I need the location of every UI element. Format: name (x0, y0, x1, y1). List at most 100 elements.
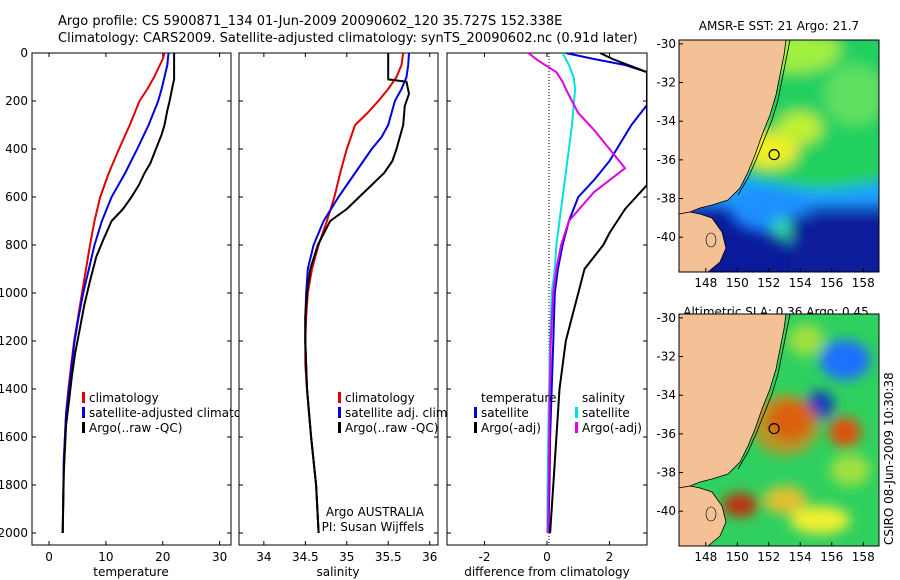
legend-swatch-satellite-adjusted (82, 407, 85, 418)
sla-map-lon-tick-label: 150 (726, 550, 749, 564)
sst-map-lat-tick-label: -38 (656, 192, 676, 206)
sst-shelf-contour (737, 40, 791, 196)
temperature-lines (61, 53, 176, 534)
legend-swatch-climatology (338, 392, 341, 403)
salinity-series-argo-raw-qc (304, 53, 410, 534)
temperature-y-tick-label: 800 (5, 238, 28, 252)
legend-swatch-salinity-satellite (575, 407, 578, 418)
difference-x-tick-label: 2 (606, 550, 614, 564)
legend-label-salinity-satellite: satellite (582, 406, 630, 420)
temperature-legend: climatology satellite-adjusted climatolo… (82, 391, 267, 435)
sla-yellow-east (830, 454, 870, 486)
temperature-y-tick-label: 1800 (0, 478, 28, 492)
sla-map-lon-tick-label: 156 (820, 550, 843, 564)
sla-map-lat-tick-label: -30 (656, 311, 676, 325)
sla-land-australia (679, 314, 787, 489)
sst-map-ticks: 148 150 152 154 156 158 -30 -32 -34 -36 -38 -40 (656, 37, 874, 290)
salinity-ticks: 34 34.5 35 35.5 36 (239, 52, 438, 564)
temperature-x-tick-label: 10 (98, 550, 113, 564)
sst-yellow-patch (778, 112, 822, 144)
temperature-y-tick-label: 1400 (0, 382, 28, 396)
legend-label-satellite-adjusted: satellite adj. clim. (345, 406, 451, 420)
difference-legend-salinity: salinity satellite Argo(-adj) (575, 391, 642, 435)
sst-argo-position-marker (768, 149, 780, 161)
sst-map-lon-tick-label: 154 (789, 276, 812, 290)
salinity-lines (304, 53, 410, 534)
sla-high-south (763, 486, 807, 514)
production-timestamp: CSIRO 08-Jun-2009 10:30:38 (882, 372, 896, 545)
legend-swatch-satellite-adjusted (338, 407, 341, 418)
difference-ticks: -2 0 2 (447, 52, 647, 564)
sla-island (705, 506, 717, 522)
sst-map-lon-tick-label: 152 (757, 276, 780, 290)
sst-map-lon-tick-label: 158 (852, 276, 875, 290)
sst-map-panel: AMSR-E SST: 21 Argo: 21.7 148 150 152 15 (656, 19, 880, 290)
difference-x-axis-label: difference from climatology (464, 565, 630, 579)
sst-heatmap (679, 40, 879, 272)
sst-cold-southeast (790, 215, 879, 272)
sst-land-south-coast (679, 211, 727, 272)
sla-map-lon-tick-label: 152 (757, 550, 780, 564)
sla-high-southwest (722, 493, 758, 517)
legend-label-satellite-adjusted: satellite-adjusted climatology (89, 406, 267, 420)
temperature-ticks: 0 10 20 30 0 200 400 600 800 1000 1200 1400 1600 1800… (0, 46, 231, 564)
temperature-x-tick-label: 0 (45, 550, 53, 564)
legend-title-temperature: temperature (481, 391, 556, 405)
sla-map-lat-tick-label: -32 (656, 350, 676, 364)
sla-map-frame (678, 313, 880, 547)
float-program-annotation: Argo AUSTRALIA (326, 505, 425, 519)
salinity-panel: 34 34.5 35 35.5 36 salinity climatology sate… (238, 52, 451, 579)
temperature-y-tick-label: 1200 (0, 334, 28, 348)
temperature-axes-frame (31, 52, 232, 546)
temperature-y-tick-label: 200 (5, 94, 28, 108)
figure-title-line-2: Climatology: CARS2009. Satellite-adjuste… (58, 31, 638, 46)
temperature-series-argo-raw-qc (61, 53, 176, 534)
legend-label-argo: Argo(..raw -QC) (89, 421, 182, 435)
temperature-y-tick-label: 2000 (0, 526, 28, 540)
temperature-y-tick-label: 600 (5, 190, 28, 204)
sla-map-lat-tick-label: -40 (656, 504, 676, 518)
salinity-x-tick-label: 35 (339, 550, 354, 564)
salinity-x-axis-label: salinity (316, 565, 359, 579)
sst-map-lat-tick-label: -36 (656, 153, 676, 167)
salinity-axes-frame (238, 52, 439, 546)
sst-map-lon-tick-label: 150 (726, 276, 749, 290)
difference-lines (527, 53, 647, 534)
sst-eddy-green-east (807, 133, 879, 177)
difference-x-tick-label: -2 (479, 550, 491, 564)
sla-heatmap (679, 314, 879, 546)
sst-map-lon-tick-label: 148 (694, 276, 717, 290)
legend-title-salinity: salinity (582, 391, 625, 405)
temperature-y-tick-label: 1000 (0, 286, 28, 300)
salinity-x-tick-label: 34.5 (292, 550, 319, 564)
sst-map-title: AMSR-E SST: 21 Argo: 21.7 (699, 19, 859, 33)
legend-label-argo: Argo(..raw -QC) (345, 421, 438, 435)
temperature-x-tick-label: 30 (212, 550, 227, 564)
sla-map-lat-tick-label: -34 (656, 388, 676, 402)
sst-map-frame (678, 39, 880, 273)
temperature-x-axis-label: temperature (93, 565, 168, 579)
legend-swatch-temperature-argo (474, 422, 477, 433)
sla-argo-position-marker (768, 423, 780, 435)
sst-map-lat-tick-label: -34 (656, 114, 676, 128)
legend-swatch-argo (338, 422, 341, 433)
sst-map-lat-tick-label: -40 (656, 230, 676, 244)
sst-map-lat-tick-label: -30 (656, 37, 676, 51)
sla-low-north (820, 340, 870, 380)
sst-eddy-green-north (825, 65, 879, 125)
temperature-y-tick-label: 0 (20, 46, 28, 60)
temperature-x-tick-label: 20 (155, 550, 170, 564)
figure-title-line-1: Argo profile: CS 5900871_134 01-Jun-2009… (58, 14, 562, 29)
temperature-series-satellite-adjusted-climatology (61, 53, 170, 534)
sla-map-lon-tick-label: 154 (789, 550, 812, 564)
sla-map-panel: Altimetric SLA: 0.36 Argo: 0.45 148 15 (656, 305, 880, 564)
difference-panel: -2 0 2 difference from climatology tempera… (446, 52, 648, 579)
difference-series-salinity-argo-adj (527, 53, 627, 534)
temperature-y-tick-label: 400 (5, 142, 28, 156)
sla-high-ring (751, 395, 819, 455)
salinity-x-tick-label: 35.5 (375, 550, 402, 564)
temperature-panel: 0 10 20 30 0 200 400 600 800 1000 1200 1400 1600 1800… (0, 46, 267, 579)
legend-label-climatology: climatology (89, 391, 159, 405)
sla-map-lon-tick-label: 158 (852, 550, 875, 564)
